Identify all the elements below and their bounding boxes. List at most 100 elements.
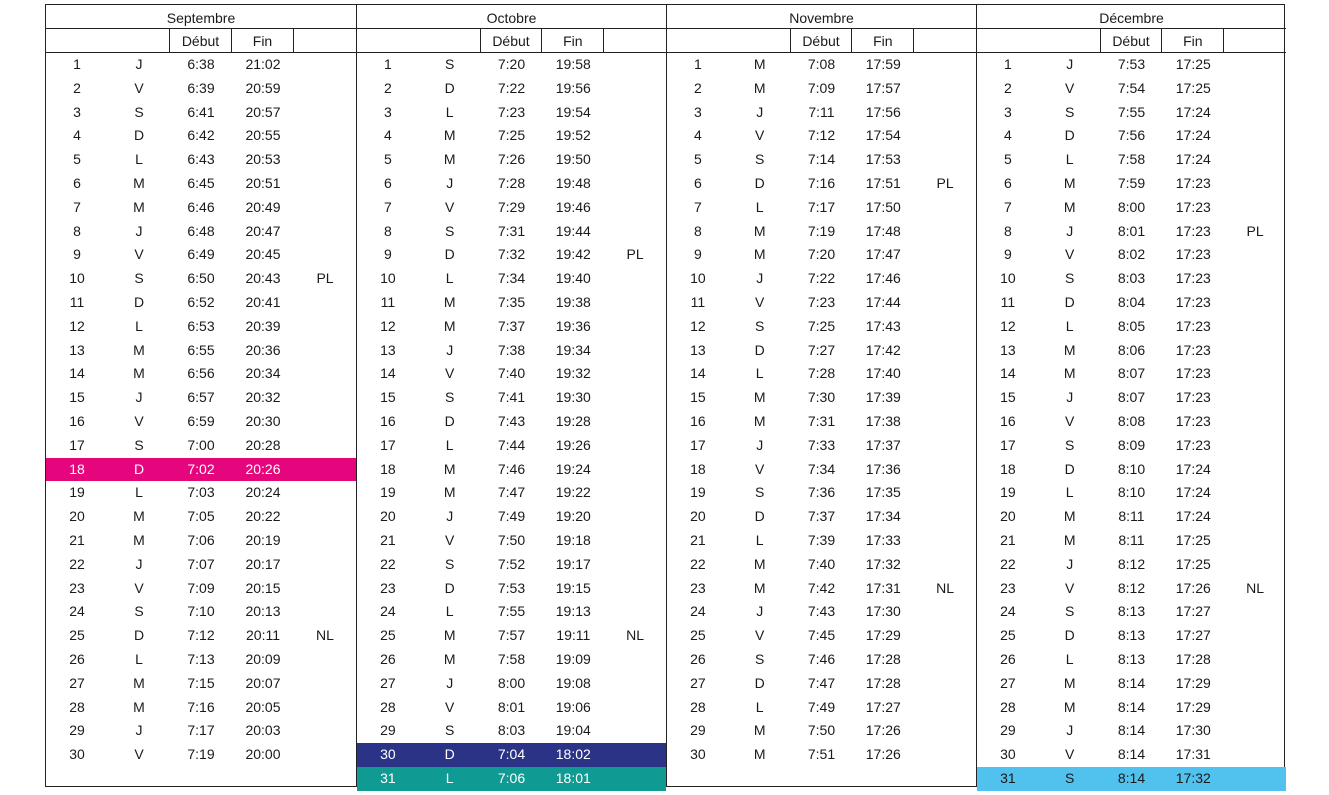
start-time: 8:14 <box>1117 698 1146 715</box>
end-time: 19:52 <box>555 127 591 144</box>
weekday-letter: M <box>443 317 456 334</box>
start-time: 6:52 <box>187 293 215 310</box>
day-number: 3 <box>384 103 392 120</box>
day-row: 23 M 7:42 17:31 NL <box>667 577 976 601</box>
day-number: 10 <box>69 270 85 287</box>
moon-phase-note <box>1224 196 1286 220</box>
end-time: 20:11 <box>246 627 280 644</box>
weekday-letter: M <box>753 79 766 96</box>
day-row: 25 D 7:12 20:11 NL <box>46 624 356 648</box>
end-time: 19:42 <box>555 246 591 263</box>
weekday-letter: L <box>135 151 143 168</box>
end-time: 17:30 <box>1175 722 1211 739</box>
weekday-letter: S <box>445 389 455 406</box>
day-row: 5 L 6:43 20:53 <box>46 148 356 172</box>
start-time: 8:14 <box>1117 769 1146 786</box>
weekday-letter: V <box>755 293 765 310</box>
day-row: 14 M 8:07 17:23 <box>977 362 1286 386</box>
end-time: 17:23 <box>1175 436 1211 453</box>
moon-phase-note: PL <box>1246 222 1264 239</box>
weekday-header <box>419 29 481 52</box>
day-number: 9 <box>384 246 392 263</box>
end-time: 17:28 <box>1175 650 1211 667</box>
day-row: 18 V 7:34 17:36 <box>667 458 976 482</box>
weekday-letter: M <box>443 484 456 501</box>
day-row: 11 V 7:23 17:44 <box>667 291 976 315</box>
start-time: 6:42 <box>187 127 215 144</box>
weekday-header <box>729 29 791 52</box>
day-row: 24 S 8:13 17:27 <box>977 600 1286 624</box>
end-time: 17:23 <box>1175 317 1211 334</box>
start-time: 8:13 <box>1117 603 1146 620</box>
weekday-letter: J <box>446 174 454 191</box>
weekday-letter: V <box>445 531 455 548</box>
start-time: 8:01 <box>497 698 526 715</box>
weekday-letter: J <box>1066 555 1074 572</box>
start-time: 7:39 <box>807 531 836 548</box>
start-time: 7:19 <box>807 222 836 239</box>
month-column: Novembre Début Fin 1 M 7:08 17:59 2 M 7:09 17:5… <box>666 5 976 786</box>
day-row: 7 M 8:00 17:23 <box>977 196 1286 220</box>
day-row: 6 J 7:28 19:48 <box>357 172 666 196</box>
end-time: 17:23 <box>1175 222 1211 239</box>
moon-phase-note <box>1224 148 1286 172</box>
end-time: 19:18 <box>555 531 591 548</box>
day-number: 6 <box>73 174 81 191</box>
day-row: 9 D 7:32 19:42 PL <box>357 243 666 267</box>
day-number: 8 <box>73 222 81 239</box>
day-row: 15 S 7:41 19:30 <box>357 386 666 410</box>
day-number: 3 <box>694 103 702 120</box>
day-number: 27 <box>1000 674 1016 691</box>
note-header <box>1224 29 1286 52</box>
moon-phase-note <box>914 196 976 220</box>
day-row: 2 V 7:54 17:25 <box>977 77 1286 101</box>
day-row: 4 V 7:12 17:54 <box>667 124 976 148</box>
start-time: 7:22 <box>807 270 836 287</box>
day-row: 23 V 8:12 17:26 NL <box>977 577 1286 601</box>
end-time: 17:33 <box>865 531 901 548</box>
end-time: 17:23 <box>1175 293 1211 310</box>
start-time: 7:49 <box>497 508 526 525</box>
weekday-letter: M <box>133 508 145 525</box>
day-number: 27 <box>690 674 706 691</box>
end-time: 17:48 <box>865 222 901 239</box>
start-time: 6:59 <box>187 412 215 429</box>
moon-phase-note <box>294 434 356 458</box>
weekday-letter: D <box>1064 127 1075 144</box>
day-row: 4 D 6:42 20:55 <box>46 124 356 148</box>
end-time: 17:24 <box>1175 460 1211 477</box>
weekday-letter: D <box>754 508 765 525</box>
day-row: 17 S 7:00 20:28 <box>46 434 356 458</box>
day-number: 7 <box>384 198 392 215</box>
day-number: 27 <box>69 674 85 691</box>
start-time: 8:12 <box>1117 579 1146 596</box>
weekday-letter: M <box>753 246 766 263</box>
weekday-letter: D <box>444 79 455 96</box>
day-row: 30 D 7:04 18:02 <box>357 743 666 767</box>
weekday-letter: J <box>1066 722 1074 739</box>
moon-phase-note: NL <box>316 627 334 644</box>
weekday-letter: M <box>753 746 766 763</box>
end-time: 17:40 <box>865 365 901 382</box>
day-number-header <box>667 29 729 52</box>
start-time: 7:53 <box>1117 56 1146 72</box>
end-time: 20:57 <box>245 103 281 120</box>
start-time: 7:59 <box>1117 174 1146 191</box>
day-number: 15 <box>690 389 706 406</box>
day-number: 5 <box>1004 151 1012 168</box>
moon-phase-note <box>1224 362 1286 386</box>
moon-phase-note <box>294 600 356 624</box>
day-row: 17 S 8:09 17:23 <box>977 434 1286 458</box>
weekday-letter: D <box>444 579 455 596</box>
start-time: 7:47 <box>497 484 526 501</box>
weekday-letter: S <box>445 555 455 572</box>
day-number: 6 <box>1004 174 1012 191</box>
moon-phase-note <box>914 505 976 529</box>
start-time: 7:38 <box>497 341 526 358</box>
day-row: 6 M 7:59 17:23 <box>977 172 1286 196</box>
start-time: 7:25 <box>497 127 526 144</box>
weekday-letter: S <box>134 270 144 287</box>
moon-phase-note <box>914 386 976 410</box>
end-time: 20:05 <box>245 698 281 715</box>
start-time: 6:50 <box>187 270 215 287</box>
